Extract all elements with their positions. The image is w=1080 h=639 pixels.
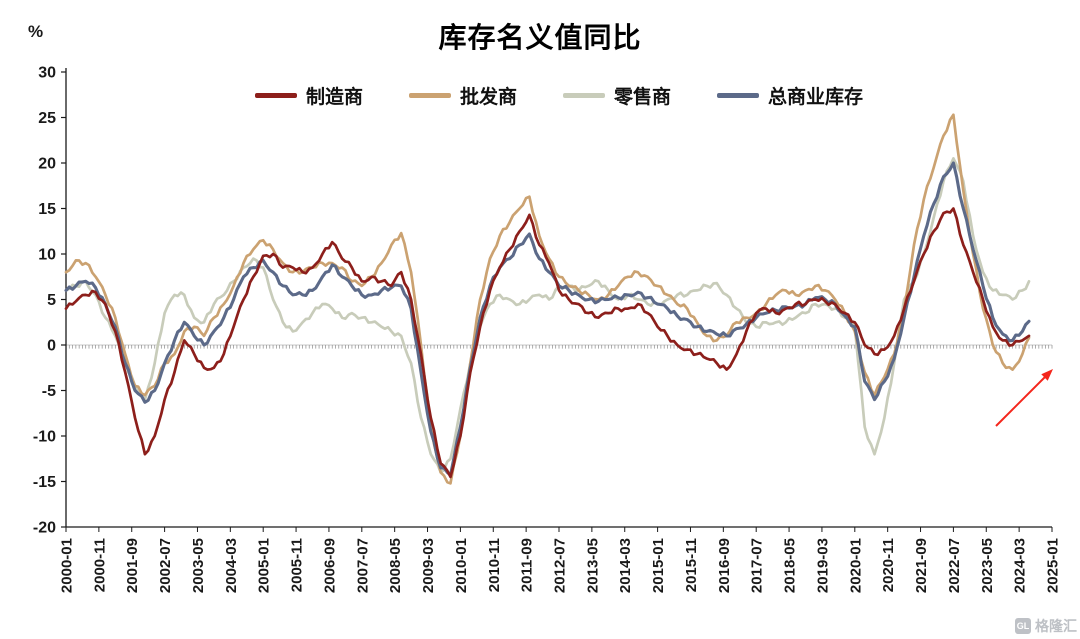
svg-text:2016-09: 2016-09: [716, 538, 733, 593]
svg-text:2011-09: 2011-09: [519, 538, 536, 592]
svg-text:2024-03: 2024-03: [1012, 538, 1029, 593]
svg-text:-10: -10: [33, 429, 56, 446]
svg-text:-20: -20: [33, 520, 56, 537]
svg-text:2013-05: 2013-05: [584, 538, 601, 593]
svg-text:-5: -5: [42, 383, 56, 400]
svg-text:2000-01: 2000-01: [59, 538, 76, 593]
legend-label-wholesalers: 批发商: [459, 87, 517, 108]
legend-item-retailers: 零售商: [563, 82, 671, 109]
svg-text:2023-05: 2023-05: [979, 538, 996, 593]
svg-text:-15: -15: [33, 474, 56, 491]
svg-text:25: 25: [38, 110, 56, 127]
watermark-text: 格隆汇: [1035, 618, 1077, 634]
chart-legend: 制造商 批发商 零售商 总商业库存: [66, 82, 1052, 109]
svg-text:2009-03: 2009-03: [420, 538, 437, 593]
svg-text:2003-05: 2003-05: [190, 538, 207, 593]
svg-text:10: 10: [38, 247, 56, 264]
svg-text:2010-11: 2010-11: [486, 538, 503, 592]
svg-text:2017-07: 2017-07: [749, 538, 766, 593]
svg-text:2022-07: 2022-07: [946, 538, 963, 593]
svg-text:0: 0: [47, 338, 56, 355]
svg-text:20: 20: [38, 156, 56, 173]
legend-item-manufacturers: 制造商: [254, 82, 363, 109]
svg-text:2007-07: 2007-07: [354, 538, 371, 593]
svg-text:2020-11: 2020-11: [880, 538, 897, 592]
svg-text:2010-01: 2010-01: [453, 538, 470, 593]
svg-text:2006-09: 2006-09: [321, 538, 338, 593]
watermark-logo-icon: GL: [1015, 618, 1031, 634]
svg-text:2004-03: 2004-03: [223, 538, 240, 593]
svg-text:2019-03: 2019-03: [814, 538, 831, 593]
svg-text:2021-09: 2021-09: [913, 538, 930, 593]
svg-text:2020-01: 2020-01: [847, 538, 864, 593]
legend-label-retailers: 零售商: [614, 87, 672, 108]
svg-text:2025-01: 2025-01: [1045, 538, 1062, 593]
legend-line-swatch-manufacturers: [254, 93, 297, 98]
svg-text:2015-11: 2015-11: [683, 538, 700, 592]
svg-text:2018-05: 2018-05: [782, 538, 799, 593]
svg-text:5: 5: [47, 292, 56, 309]
legend-item-wholesalers: 批发商: [408, 82, 517, 109]
svg-text:2014-03: 2014-03: [617, 538, 634, 593]
legend-line-swatch-total: [717, 93, 760, 98]
legend-line-swatch-wholesalers: [408, 93, 451, 98]
svg-text:2015-01: 2015-01: [650, 538, 667, 593]
svg-text:2000-11: 2000-11: [91, 538, 108, 592]
legend-line-swatch-retailers: [563, 93, 605, 98]
watermark: GL 格隆汇: [1015, 616, 1077, 636]
svg-text:2001-09: 2001-09: [124, 538, 141, 593]
svg-text:15: 15: [38, 201, 56, 218]
svg-text:2008-05: 2008-05: [387, 538, 404, 593]
svg-text:30: 30: [38, 65, 56, 82]
legend-item-total-business-inventories: 总商业库存: [717, 82, 863, 109]
svg-text:2005-01: 2005-01: [256, 538, 273, 593]
legend-label-manufacturers: 制造商: [305, 87, 363, 108]
legend-label-total: 总商业库存: [768, 87, 864, 108]
svg-text:2002-07: 2002-07: [157, 538, 174, 593]
svg-text:2012-07: 2012-07: [552, 538, 569, 593]
y-axis-unit-label: %: [28, 22, 44, 41]
svg-text:2005-11: 2005-11: [289, 538, 306, 592]
chart-title: 库存名义值同比: [438, 22, 642, 53]
